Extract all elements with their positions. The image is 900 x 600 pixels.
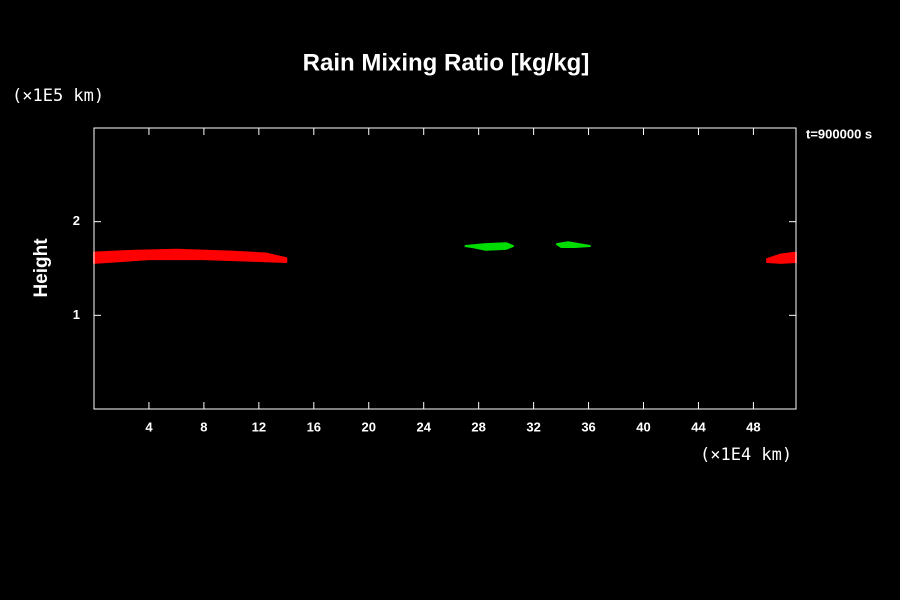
time-label: t=900000 s [806, 126, 872, 141]
x-tick-label: 28 [471, 419, 485, 434]
y-unit: (×1E5 km) [12, 86, 104, 106]
y-tick-label: 1 [73, 307, 80, 322]
chart-title: Rain Mixing Ratio [kg/kg] [303, 49, 590, 76]
x-tick-label: 20 [362, 419, 376, 434]
x-tick-label: 12 [252, 419, 266, 434]
rain-region [555, 241, 591, 248]
y-tick-label: 2 [73, 213, 80, 228]
x-tick-label: 24 [416, 419, 431, 434]
x-tick-label: 32 [526, 419, 540, 434]
y-axis-label: Height [31, 238, 52, 298]
x-unit: (×1E4 km) [700, 445, 792, 465]
x-tick-label: 48 [746, 419, 760, 434]
rain-region [464, 242, 515, 251]
x-tick-label: 40 [636, 419, 650, 434]
x-tick-label: 36 [581, 419, 595, 434]
x-tick-label: 4 [145, 419, 153, 434]
rain-region [93, 248, 288, 264]
plot-frame [93, 127, 797, 410]
x-tick-label: 8 [200, 419, 207, 434]
x-tick-label: 16 [307, 419, 321, 434]
x-tick-label: 44 [691, 419, 706, 434]
